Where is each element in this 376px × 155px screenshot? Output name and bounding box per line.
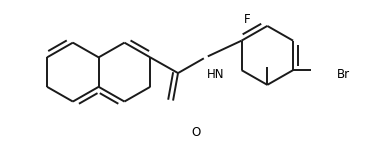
Text: F: F (244, 13, 251, 26)
Text: Br: Br (337, 68, 350, 81)
Text: O: O (191, 126, 200, 139)
Text: HN: HN (207, 68, 224, 81)
